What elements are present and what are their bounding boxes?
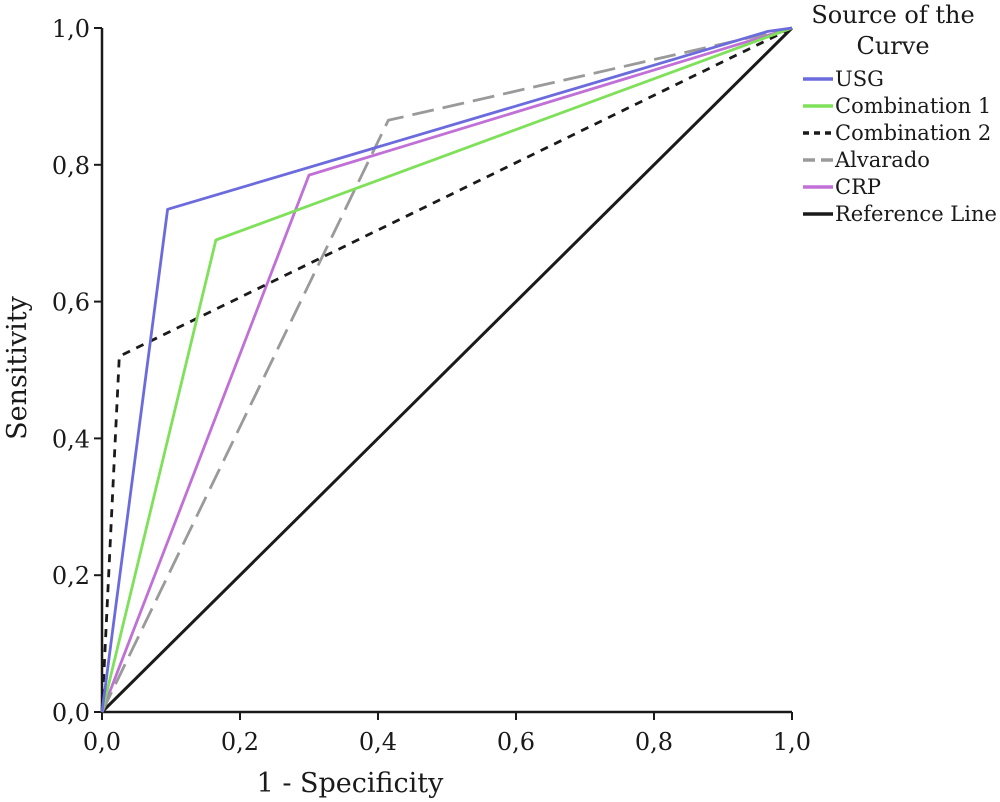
y-tick-label: 0,2 — [52, 562, 90, 590]
series-line-usg — [100, 26, 793, 713]
series-line-alvarado — [100, 26, 793, 713]
legend: Source of the Curve USG Combination 1 Combin… — [803, 1, 997, 226]
series-line-combination-1 — [100, 26, 793, 713]
x-axis-title: 1 - Specificity — [257, 768, 445, 799]
legend-entry: Alvarado — [834, 148, 930, 172]
x-tick-label: 0,2 — [221, 728, 259, 756]
x-tick-label: 0,4 — [359, 728, 397, 756]
series-layer — [100, 26, 794, 714]
x-tick-label: 0,0 — [83, 728, 121, 756]
legend-entry: Combination 1 — [835, 94, 991, 118]
y-tick-label: 1,0 — [52, 15, 90, 43]
legend-entry: Reference Line — [835, 202, 997, 226]
axes: 0,0 0,2 0,4 0,6 0,8 1,0 0,0 0,2 0,4 0,6 0,8 1,0 — [52, 15, 811, 756]
series-line-reference-line — [100, 26, 794, 714]
legend-entry: CRP — [835, 175, 881, 199]
y-axis-title: Sensitivity — [2, 295, 33, 440]
x-tick-label: 0,8 — [635, 728, 673, 756]
legend-entry: Combination 2 — [835, 121, 991, 145]
legend-title: Source of the — [811, 1, 974, 29]
y-tick-label: 0,6 — [52, 289, 90, 317]
legend-entry: USG — [835, 67, 884, 91]
x-tick-label: 1,0 — [773, 728, 811, 756]
y-tick-label: 0,0 — [52, 699, 90, 727]
x-tick-label: 0,6 — [497, 728, 535, 756]
series-line-combination-2 — [100, 26, 793, 713]
y-tick-label: 0,8 — [52, 152, 90, 180]
legend-title: Curve — [856, 32, 929, 60]
series-line-crp — [100, 26, 793, 713]
y-tick-label: 0,4 — [52, 425, 90, 453]
